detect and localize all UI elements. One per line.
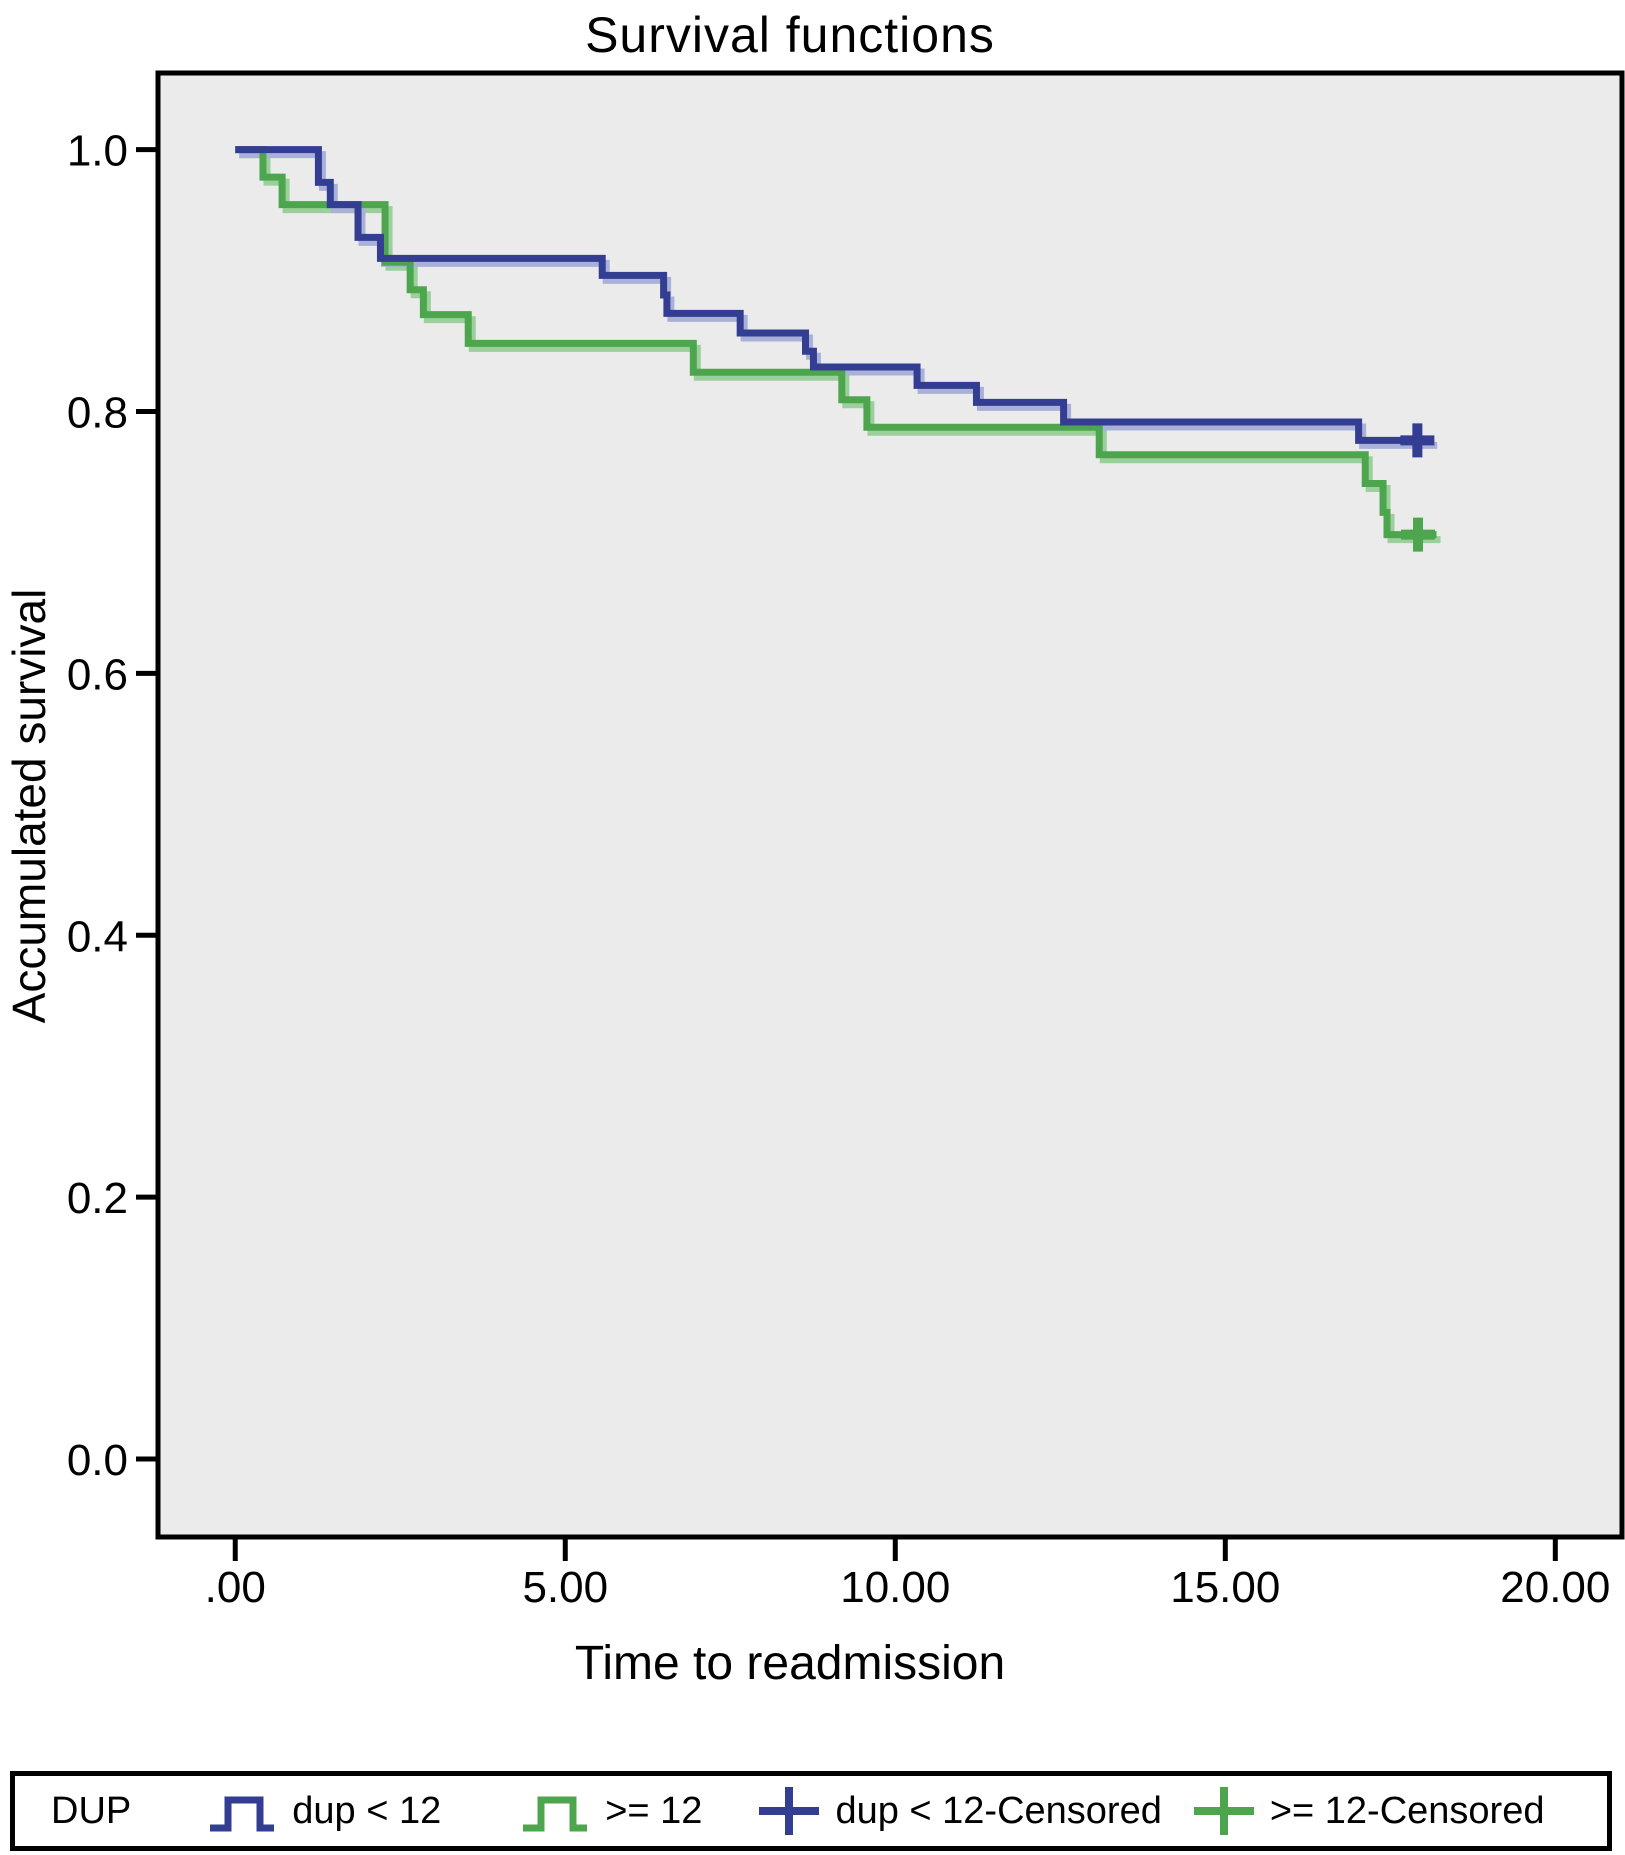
legend-item: >= 12-Censored bbox=[1192, 1783, 1545, 1839]
legend-label: >= 12-Censored bbox=[1269, 1789, 1545, 1832]
x-tick-label: 10.00 bbox=[840, 1563, 950, 1612]
legend-item: >= 12 bbox=[521, 1786, 702, 1836]
legend-label: dup < 12-Censored bbox=[835, 1789, 1162, 1832]
legend-label: dup < 12 bbox=[292, 1789, 442, 1832]
x-tick-label: 5.00 bbox=[522, 1563, 608, 1612]
legend: DUP dup < 12 >= 12 dup < 12-Censored >= 12-… bbox=[10, 1771, 1612, 1851]
x-tick-label: 20.00 bbox=[1500, 1563, 1610, 1612]
legend-label: >= 12 bbox=[605, 1789, 703, 1832]
survival-curve-dup-lt-12 bbox=[235, 146, 1434, 444]
legend-title: DUP bbox=[51, 1789, 132, 1832]
y-tick-label: 0.6 bbox=[67, 650, 128, 699]
y-tick-label: 1.0 bbox=[67, 127, 128, 176]
y-tick-label: 0.8 bbox=[67, 389, 128, 438]
y-tick-label: 0.4 bbox=[67, 912, 128, 961]
legend-item: dup < 12-Censored bbox=[757, 1783, 1162, 1839]
chart-title: Survival functions bbox=[585, 7, 995, 63]
y-axis-title: Accumulated survival bbox=[3, 588, 55, 1024]
legend-step-icon bbox=[210, 1796, 275, 1832]
plot-area bbox=[155, 70, 1625, 1540]
y-tick-label: 0.2 bbox=[67, 1174, 128, 1223]
x-tick-label: 15.00 bbox=[1170, 1563, 1280, 1612]
legend-plus-icon bbox=[759, 1787, 820, 1835]
legend-plus-icon bbox=[1193, 1787, 1254, 1835]
x-axis-title: Time to readmission bbox=[574, 1637, 1006, 1690]
x-tick-label: .00 bbox=[205, 1563, 266, 1612]
legend-item: dup < 12 bbox=[208, 1786, 441, 1836]
y-tick-label: 0.0 bbox=[67, 1436, 128, 1485]
legend-step-icon bbox=[523, 1796, 588, 1832]
